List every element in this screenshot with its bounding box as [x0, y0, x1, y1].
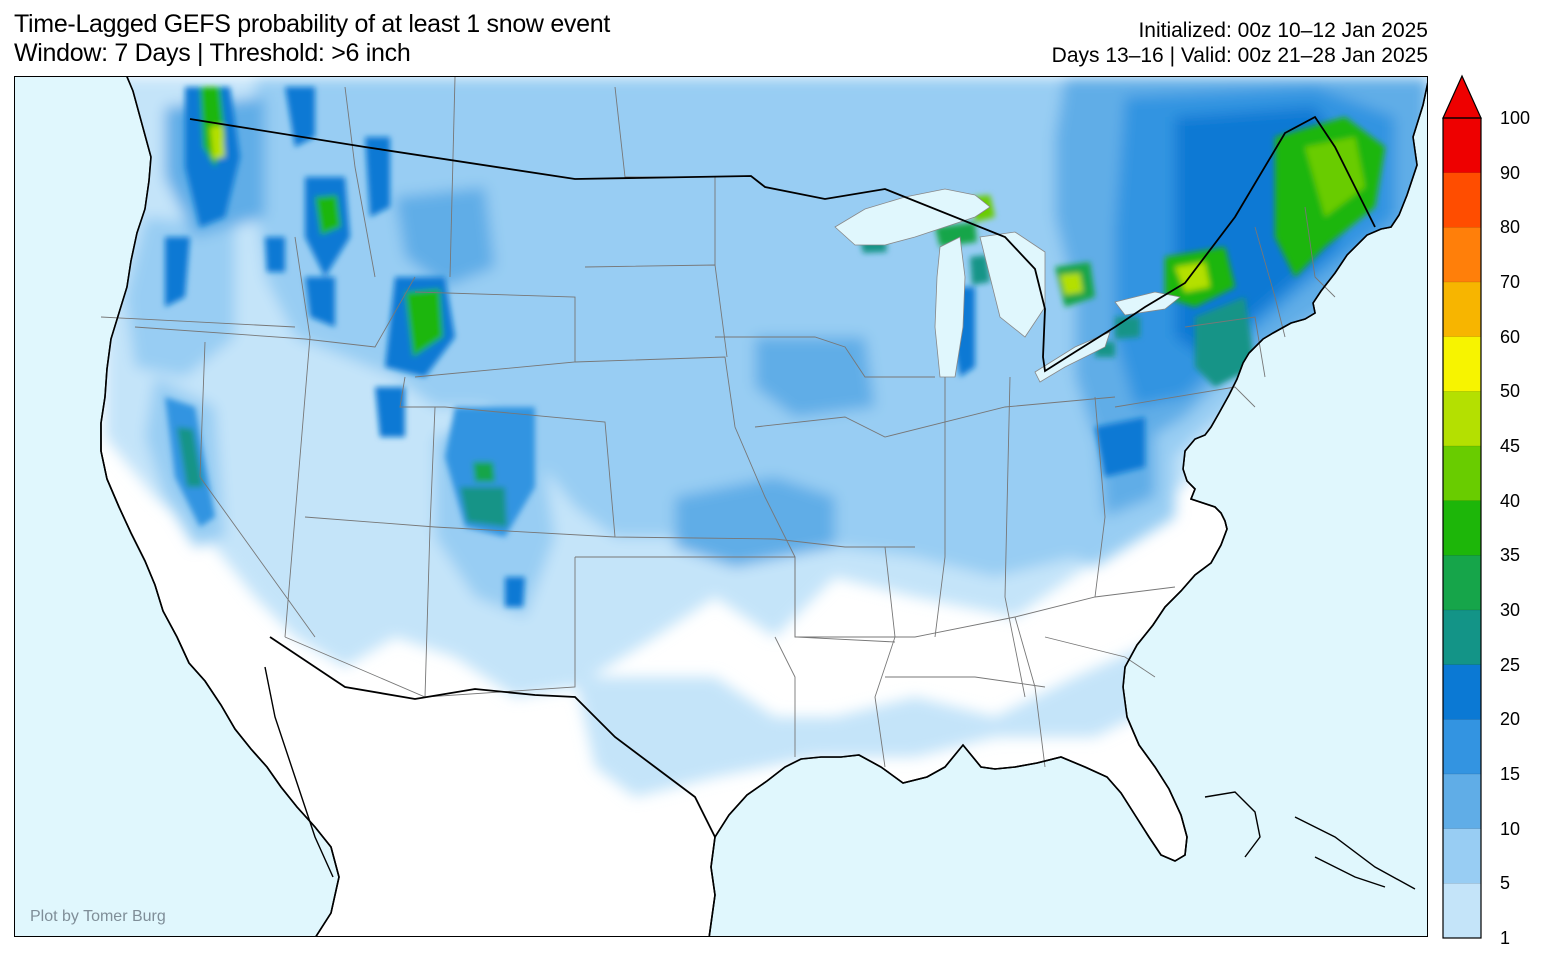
state-line: [774, 636, 796, 757]
state-line: [449, 77, 456, 278]
colorbar-tick-label: 1: [1500, 928, 1511, 948]
state-boundaries: [100, 77, 1336, 768]
title-line-1: Time-Lagged GEFS probability of at least…: [14, 10, 610, 38]
colorbar-extend-arrow: [1442, 74, 1482, 119]
colorbar-tick-label: 25: [1500, 654, 1521, 675]
colorbar-segment: [1443, 883, 1481, 939]
colorbar-tick-label: 80: [1500, 217, 1521, 238]
colorbar-segment: [1443, 610, 1481, 666]
national-borders: [189, 115, 1376, 838]
lake-erie: [1034, 331, 1111, 383]
colorbar-segment: [1443, 555, 1481, 611]
state-line: [304, 516, 915, 548]
initialized-text: Initialized: 00z 10–12 Jan 2025: [1138, 19, 1428, 42]
state-line: [885, 676, 1046, 688]
colorbar-tick-label: 5: [1500, 873, 1511, 894]
probability-field: [105, 77, 1427, 797]
colorbar-tick-label: 10: [1500, 818, 1521, 839]
state-line: [1184, 316, 1266, 378]
colorbar-tick-label: 30: [1500, 600, 1521, 620]
state-line: [1254, 226, 1286, 338]
colorbar-segment: [1443, 227, 1481, 283]
state-line: [344, 86, 376, 278]
lake-ontario: [1114, 291, 1181, 316]
colorbar-tick-label: 45: [1500, 436, 1521, 456]
coastline: [100, 77, 1427, 936]
colorbar-tick-label: 100: [1500, 108, 1531, 128]
colorbar-tick-label: 20: [1500, 709, 1521, 730]
colorbar: [1442, 74, 1482, 939]
state-line: [794, 557, 1176, 638]
valid-text: Days 13–16 | Valid: 00z 21–28 Jan 2025: [1051, 44, 1428, 67]
state-line: [1044, 636, 1156, 678]
state-line: [1014, 616, 1046, 768]
map-canvas: [100, 77, 1427, 936]
map-title: Time-Lagged GEFS probability of at least…: [14, 10, 610, 68]
great-lakes: [834, 188, 1181, 383]
title-line-2: Window: 7 Days | Threshold: >6 inch: [14, 39, 411, 67]
run-info: Initialized: 00z 10–12 Jan 2025 Days 13–…: [1052, 18, 1428, 68]
state-line: [1304, 206, 1336, 298]
colorbar-tick-label: 50: [1500, 381, 1521, 402]
state-line: [134, 276, 416, 348]
colorbar-segment: [1443, 172, 1481, 228]
state-line: [284, 236, 311, 638]
state-line: [1114, 386, 1256, 408]
colorbar-segment: [1443, 664, 1481, 720]
state-line: [1094, 396, 1106, 598]
colorbar-tick-label: 35: [1500, 545, 1521, 566]
colorbar-tick-label: 60: [1500, 326, 1521, 347]
colorbar-tick-label: 70: [1500, 272, 1521, 292]
colorbar-segment: [1443, 391, 1481, 447]
colorbar-segment: [1443, 336, 1481, 392]
lake-superior: [834, 188, 991, 246]
colorbar-segment: [1443, 828, 1481, 884]
lake-huron: [979, 231, 1046, 338]
colorbar-tick-label: 40: [1500, 490, 1521, 511]
us-mexico-border: [269, 636, 716, 838]
colorbar-segment: [1443, 774, 1481, 830]
us-canada-border: [189, 115, 1376, 373]
state-line: [100, 316, 296, 328]
state-line: [754, 396, 1116, 438]
colorbar-segment: [1443, 500, 1481, 556]
colorbar-segment: [1443, 118, 1481, 174]
coastline-details: [264, 666, 1416, 890]
state-line: [399, 376, 616, 538]
colorbar-tick-label: 15: [1500, 764, 1521, 784]
state-line: [574, 356, 796, 558]
colorbar-segment: [1443, 282, 1481, 338]
colorbar-tick-label: 90: [1500, 162, 1521, 183]
plot-credit: Plot by Tomer Burg: [30, 908, 166, 925]
state-line: [199, 341, 316, 638]
lake-michigan: [934, 236, 966, 378]
colorbar-segment: [1443, 719, 1481, 775]
state-line: [424, 406, 436, 698]
state-line: [715, 336, 935, 378]
state-line: [414, 291, 576, 378]
colorbar-segment: [1443, 446, 1481, 502]
state-line: [1004, 376, 1026, 698]
state-line: [934, 377, 946, 638]
map-panel: Plot by Tomer Burg: [14, 76, 1428, 937]
state-line: [874, 546, 896, 768]
